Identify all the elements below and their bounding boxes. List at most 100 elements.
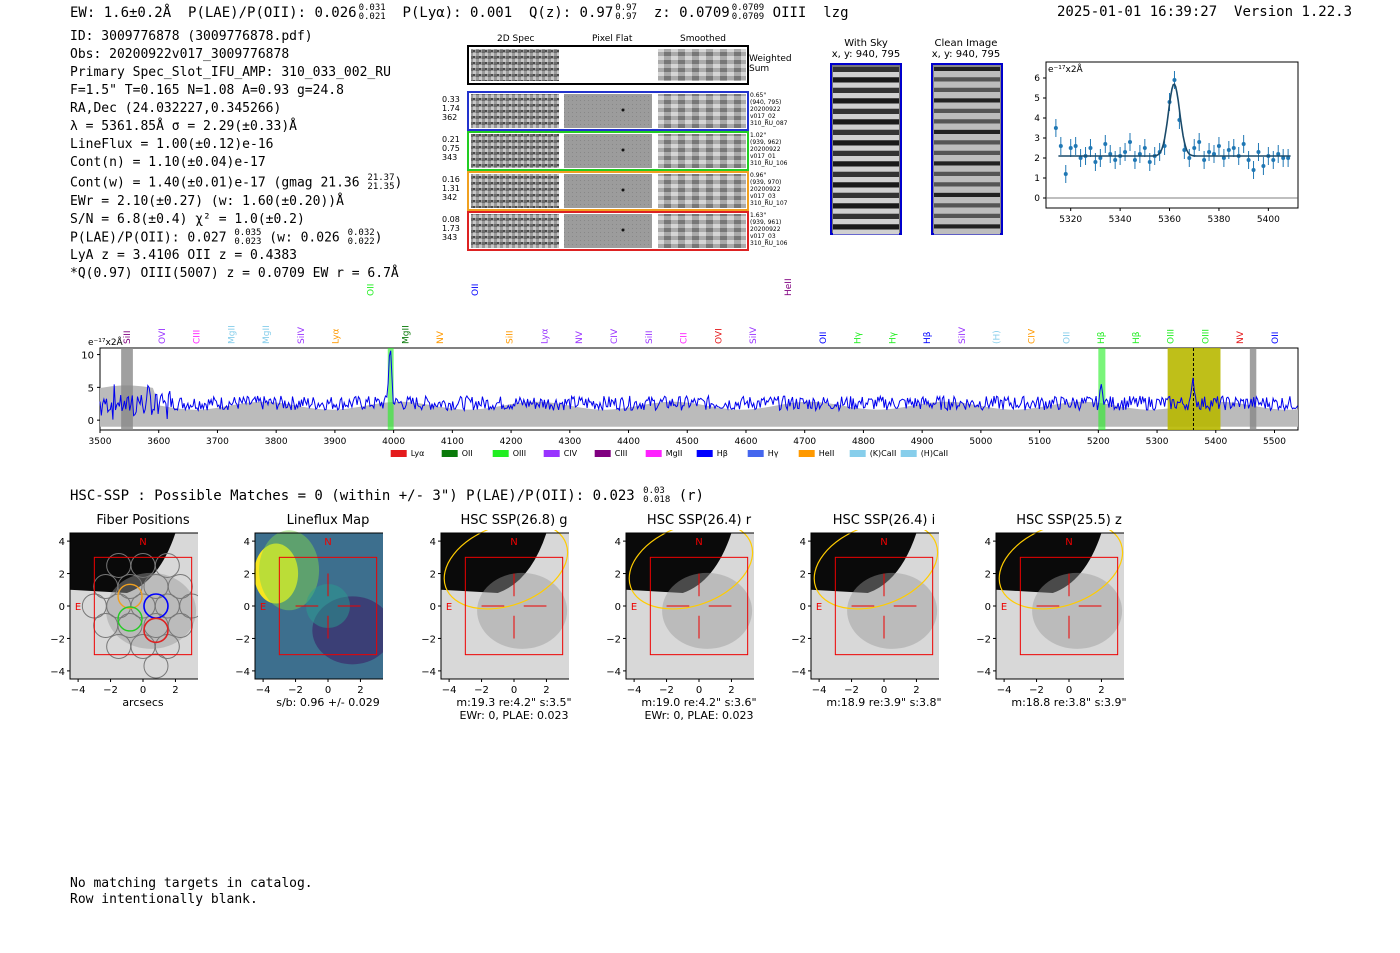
sky-band xyxy=(833,203,899,209)
spec-xtick-label: 3800 xyxy=(265,437,288,447)
hsc-header: HSC-SSP : Possible Matches = 0 (within +… xyxy=(70,487,704,505)
fit-xtick-label: 5340 xyxy=(1109,215,1132,225)
row-left-value: 342 xyxy=(442,193,458,202)
search-box xyxy=(464,556,564,656)
fit-data-point xyxy=(1271,158,1276,162)
panel-xtick-label: 0 xyxy=(325,685,331,696)
panel-ytick-label: −2 xyxy=(235,634,250,645)
row-right-value: 20200922 xyxy=(750,146,781,153)
row-left-value: 1.31 xyxy=(442,184,460,193)
panel-image: NE4−42−200−22−44 xyxy=(976,530,1124,696)
spec-line-label: HeII xyxy=(784,278,794,296)
clean-band xyxy=(934,165,1000,172)
clean-band xyxy=(934,81,1000,88)
panel-ytick-label: 4 xyxy=(615,537,621,548)
panel-ytick-label: 2 xyxy=(615,570,621,581)
fiber-highlight xyxy=(117,583,143,609)
sky-band xyxy=(833,124,899,130)
sky-band xyxy=(833,119,899,125)
with-sky-image xyxy=(830,63,902,235)
panel-title: Lineflux Map xyxy=(286,513,370,528)
spec-legend-swatch xyxy=(594,450,611,457)
panel-footnote: s/b: 0.96 +/- 0.029 xyxy=(276,696,380,709)
row-right-value: 310_RU_106 xyxy=(750,240,788,247)
row-left-value: 0.33 xyxy=(442,95,460,104)
cutout-row-left-label: 0.21 0.75 343 xyxy=(442,135,460,162)
north-marker: N xyxy=(510,537,517,548)
spec-xtick-label: 5400 xyxy=(1204,437,1227,447)
spec-xtick-label: 5100 xyxy=(1028,437,1051,447)
spec-legend-label: CIV xyxy=(564,449,578,458)
info-line: Primary Spec_Slot_IFU_AMP: 310_033_002_R… xyxy=(70,65,391,80)
sky-band xyxy=(833,67,899,72)
spec-legend-label: (K)CaII xyxy=(870,449,897,458)
fit-data-point xyxy=(1172,78,1177,82)
spec-line-label: CII xyxy=(680,332,690,344)
clean-band xyxy=(934,119,1000,124)
fiber-circle xyxy=(167,612,193,638)
panel-ytick-label: 4 xyxy=(59,537,65,548)
panel-xtick-label: −4 xyxy=(812,685,827,696)
galaxy-halo xyxy=(847,572,938,649)
sky-band xyxy=(833,140,899,146)
clean-band xyxy=(934,197,1000,203)
row-left-value: 0.08 xyxy=(442,215,460,224)
plae2-w-sup: 0.032 xyxy=(347,227,375,238)
clean-band xyxy=(934,130,1000,134)
spec-legend-swatch xyxy=(900,450,917,457)
cutout-row-flat xyxy=(564,134,652,168)
panel-title: HSC SSP(26.8) g xyxy=(460,513,568,528)
sky-band xyxy=(833,82,899,88)
fit-data-point xyxy=(1276,152,1281,156)
fit-data-point xyxy=(1103,142,1108,146)
col-label: Pixel Flat xyxy=(592,34,633,44)
clean-image xyxy=(931,63,1003,235)
fit-data-point xyxy=(1073,144,1078,148)
sky-band xyxy=(833,172,899,177)
row-right-value: v017_03 xyxy=(750,233,776,240)
fit-data-point xyxy=(1226,148,1231,152)
fit-data-point xyxy=(1113,158,1118,162)
spec-line-label: NV xyxy=(436,330,446,344)
version: Version 1.22.3 xyxy=(1234,4,1353,20)
spec-legend-label: Hβ xyxy=(717,449,728,458)
fit-data-point xyxy=(1123,150,1128,154)
plae2-w: (w: 0.026 xyxy=(269,230,340,245)
panel-xtick-label: 2 xyxy=(172,685,178,696)
fit-ytick-label: 3 xyxy=(1034,134,1040,144)
panel-ytick-label: 0 xyxy=(244,602,250,613)
row-left-value: 0.75 xyxy=(442,144,460,153)
panel-ytick-label: −2 xyxy=(606,634,621,645)
cutout-images xyxy=(467,45,749,251)
spec-legend-label: Lyα xyxy=(411,449,425,458)
east-marker: E xyxy=(1001,602,1007,613)
spec-xtick-label: 4400 xyxy=(617,437,640,447)
panel-ytick-label: −2 xyxy=(421,634,436,645)
fit-xtick-label: 5320 xyxy=(1059,215,1082,225)
panel-ytick-label: 4 xyxy=(985,537,991,548)
row-right-value: (939, 970) xyxy=(750,179,782,186)
panel-title: HSC SSP(26.4) i xyxy=(832,513,936,528)
aperture-ellipse xyxy=(813,530,939,610)
fiber-circle xyxy=(154,552,180,578)
clean-band xyxy=(934,113,1000,119)
fiber-circle xyxy=(143,653,169,679)
fit-data-point xyxy=(1192,146,1197,150)
spec-legend-label: (H)CaII xyxy=(921,449,948,458)
fit-axes xyxy=(1045,61,1299,209)
info-line: Obs: 20200922v017_3009776878 xyxy=(70,47,290,62)
fit-data-point xyxy=(1108,152,1113,156)
spec-line-label: CIV xyxy=(1028,328,1038,344)
clean-band xyxy=(934,151,1000,155)
spec-line-label: Lyα xyxy=(332,328,342,344)
panel-footnote: EWr: 0, PLAE: 0.023 xyxy=(644,709,754,722)
spec-legend-swatch xyxy=(696,450,713,457)
row-left-value: 1.73 xyxy=(442,224,460,233)
search-box xyxy=(834,556,934,656)
spec-line-label: SiII xyxy=(506,330,516,344)
cutout-row-smooth xyxy=(658,94,746,128)
panel-ytick-label: 2 xyxy=(800,570,806,581)
sky-band xyxy=(833,161,899,167)
spec-ylabel: e⁻¹⁷x2Å xyxy=(88,336,124,348)
search-box xyxy=(1019,556,1119,656)
